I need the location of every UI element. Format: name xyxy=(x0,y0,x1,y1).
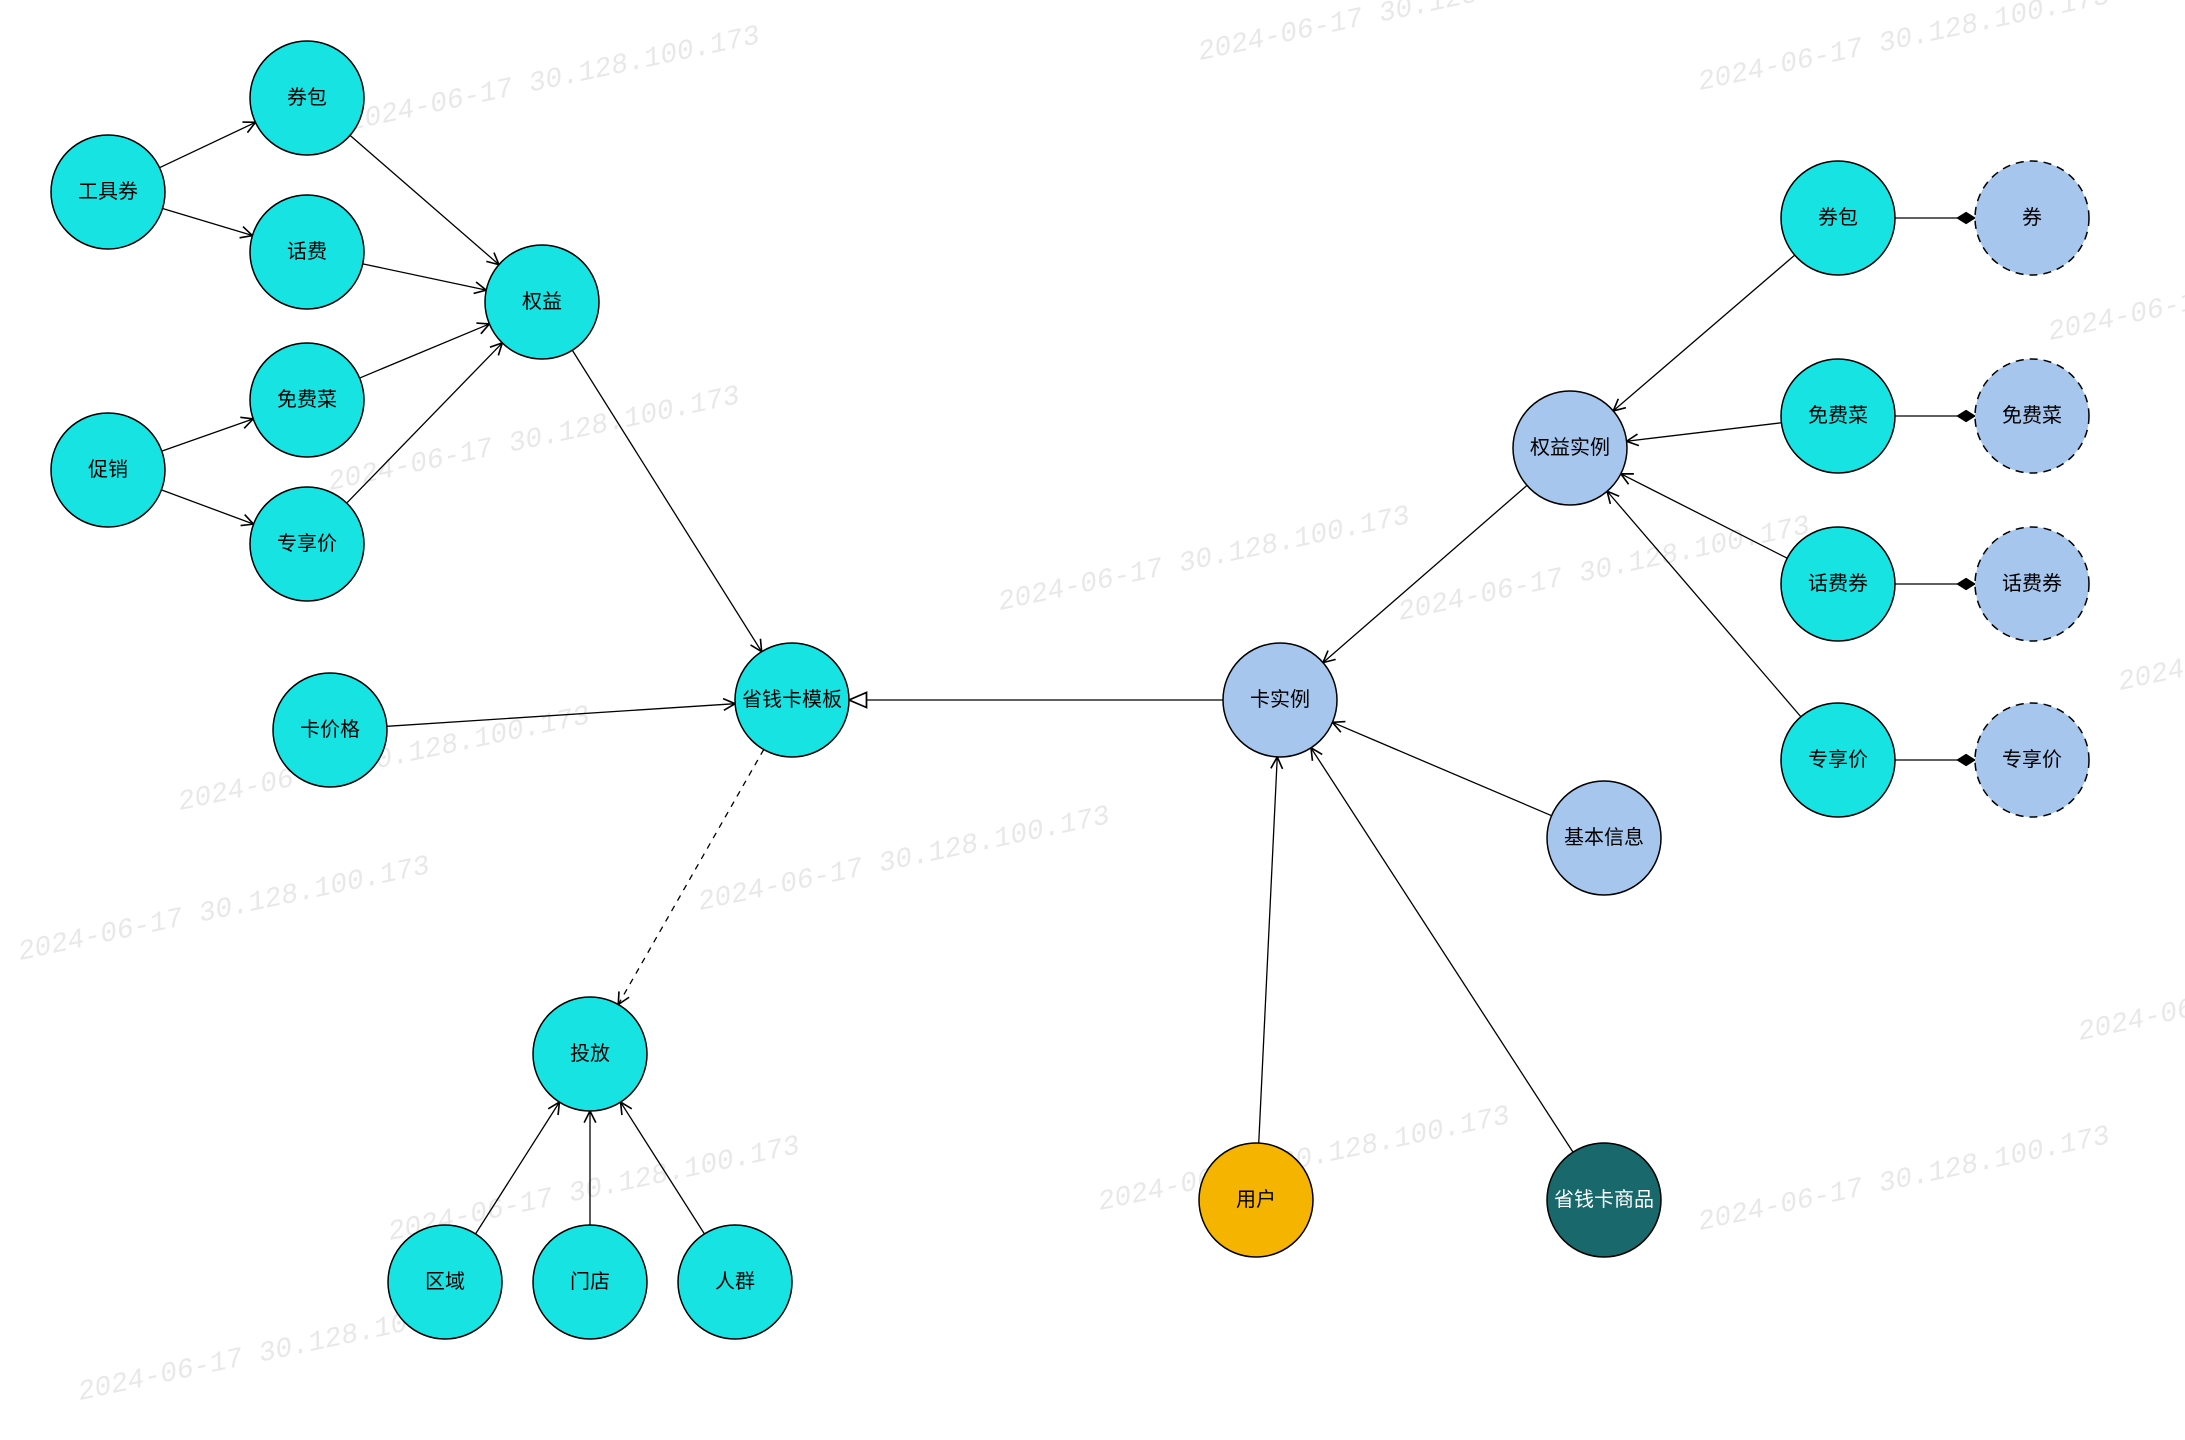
node-label: 话费 xyxy=(287,240,327,263)
node-label: 免费菜 xyxy=(2002,404,2062,427)
node[interactable]: 话费 xyxy=(250,195,364,309)
edge xyxy=(1613,255,1794,411)
watermark-text: 2024-06-17 30.128.100.173 xyxy=(1695,0,2112,99)
node-label: 券包 xyxy=(1818,206,1858,229)
edge xyxy=(350,135,499,264)
node-label: 省钱卡商品 xyxy=(1554,1188,1654,1211)
node[interactable]: 区域 xyxy=(388,1225,502,1339)
node[interactable]: 免费菜 xyxy=(1975,359,2089,473)
node-label: 区域 xyxy=(425,1270,465,1293)
node[interactable]: 促销 xyxy=(51,413,165,527)
watermark-text: 2024-06-17 30.128.100.173 xyxy=(995,501,1412,619)
node-label: 投放 xyxy=(570,1042,610,1065)
edge xyxy=(160,122,256,167)
edge xyxy=(1332,722,1551,815)
node[interactable]: 工具券 xyxy=(51,135,165,249)
node[interactable]: 免费菜 xyxy=(250,343,364,457)
watermark-text: 2024-06-17 30.128.100.173 xyxy=(1695,1121,2112,1239)
edge xyxy=(161,490,253,524)
node-label: 门店 xyxy=(570,1270,610,1293)
node-label: 券 xyxy=(2022,206,2042,229)
edge xyxy=(1259,757,1278,1143)
node[interactable]: 权益 xyxy=(485,245,599,359)
node[interactable]: 话费券 xyxy=(1975,527,2089,641)
network-diagram: 2024-06-17 30.128.100.1732024-06-17 30.1… xyxy=(0,0,2185,1440)
node-label: 专享价 xyxy=(1808,748,1868,771)
node-label: 券包 xyxy=(287,86,327,109)
edge xyxy=(360,324,490,378)
node[interactable]: 话费券 xyxy=(1781,527,1895,641)
edge xyxy=(363,264,486,290)
node-label: 免费菜 xyxy=(277,388,337,411)
watermark-text: 2024-06-17 30.128.100.173 xyxy=(15,851,432,969)
node-label: 免费菜 xyxy=(1808,404,1868,427)
node-label: 权益实例 xyxy=(1530,436,1610,459)
watermark-text: 2024-06-17 30.128.100.173 xyxy=(2115,581,2185,699)
node-label: 权益 xyxy=(522,290,562,313)
edge xyxy=(1627,423,1782,441)
node-label: 人群 xyxy=(715,1270,755,1293)
node[interactable]: 基本信息 xyxy=(1547,781,1661,895)
watermark-text: 2024-06-17 30.128.100.173 xyxy=(2075,931,2185,1049)
node-label: 话费券 xyxy=(1808,572,1868,595)
node[interactable]: 用户 xyxy=(1199,1143,1313,1257)
nodes-layer: 工具券券包话费促销免费菜专享价权益卡价格省钱卡模板投放区域门店人群卡实例基本信息… xyxy=(51,41,2089,1339)
node[interactable]: 免费菜 xyxy=(1781,359,1895,473)
node[interactable]: 专享价 xyxy=(1975,703,2089,817)
node-label: 基本信息 xyxy=(1564,826,1644,849)
node-label: 用户 xyxy=(1236,1188,1276,1211)
watermark-text: 2024-06-17 30.128.100.173 xyxy=(345,21,762,139)
node-label: 专享价 xyxy=(2002,748,2062,771)
node[interactable]: 卡实例 xyxy=(1223,643,1337,757)
node[interactable]: 专享价 xyxy=(1781,703,1895,817)
node-label: 卡价格 xyxy=(300,718,360,741)
node[interactable]: 人群 xyxy=(678,1225,792,1339)
watermark-text: 2024-06-17 30.128.100.173 xyxy=(1395,511,1812,629)
edges-layer xyxy=(160,122,1975,1234)
watermark-text: 2024-06-17 30.128.100.173 xyxy=(695,801,1112,919)
node-label: 专享价 xyxy=(277,532,337,555)
watermark-text: 2024-06-17 30.128.100.173 xyxy=(1195,0,1612,69)
node-label: 卡实例 xyxy=(1250,688,1310,711)
node-label: 话费券 xyxy=(2002,572,2062,595)
node[interactable]: 门店 xyxy=(533,1225,647,1339)
node[interactable]: 权益实例 xyxy=(1513,391,1627,505)
edge xyxy=(618,750,764,1005)
node[interactable]: 专享价 xyxy=(250,487,364,601)
node[interactable]: 省钱卡商品 xyxy=(1547,1143,1661,1257)
edge xyxy=(163,208,253,235)
node-label: 促销 xyxy=(88,458,128,481)
node-label: 工具券 xyxy=(78,180,138,203)
node[interactable]: 卡价格 xyxy=(273,673,387,787)
node[interactable]: 券包 xyxy=(1781,161,1895,275)
node[interactable]: 投放 xyxy=(533,997,647,1111)
node[interactable]: 省钱卡模板 xyxy=(735,643,849,757)
watermark-text: 2024-06-17 30.128.100.173 xyxy=(325,381,742,499)
node[interactable]: 券包 xyxy=(250,41,364,155)
node-label: 省钱卡模板 xyxy=(742,688,842,711)
node[interactable]: 券 xyxy=(1975,161,2089,275)
edge xyxy=(162,419,253,451)
